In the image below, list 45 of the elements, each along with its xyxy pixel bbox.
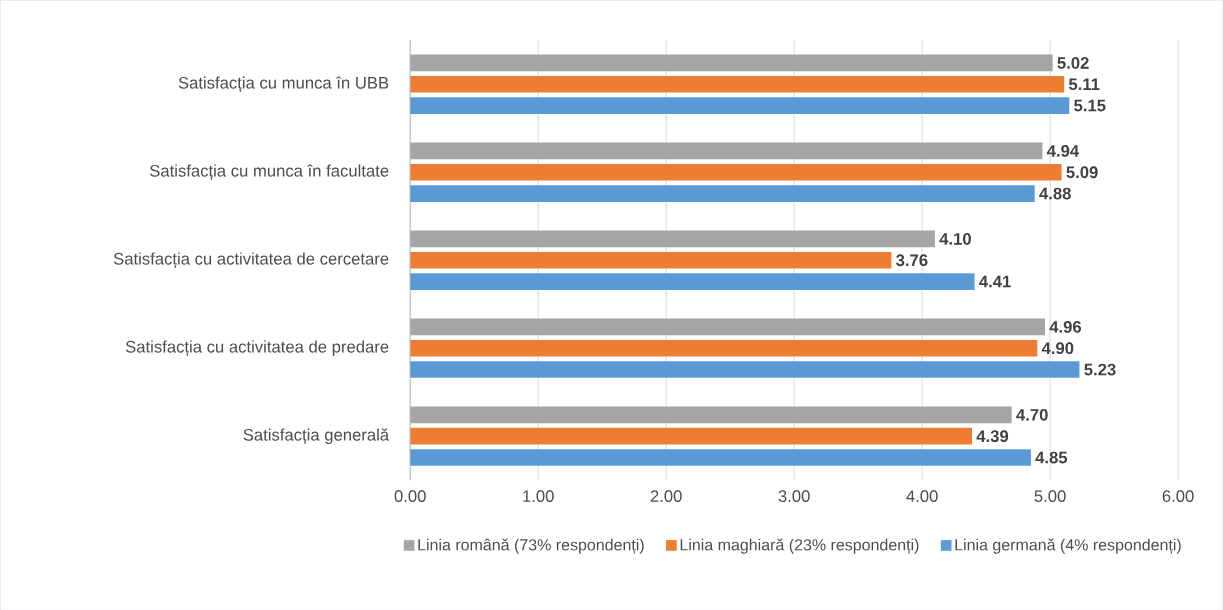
bar [410, 230, 935, 248]
data-label: 4.39 [976, 430, 1009, 442]
x-tick-label: 6.00 [1162, 490, 1194, 502]
data-label: 4.10 [939, 232, 971, 245]
x-tick-label: 4.00 [906, 490, 938, 502]
bar [410, 448, 1031, 466]
bar [410, 185, 1035, 202]
data-label: 4.96 [1049, 320, 1082, 333]
data-label: 4.94 [1046, 144, 1080, 157]
x-tick-label: 5.00 [1034, 490, 1066, 502]
data-label: 4.90 [1041, 342, 1074, 354]
bar [410, 406, 1012, 423]
bar [410, 339, 1038, 357]
y-tick-label: Satisfacția cu munca în facultate [149, 164, 389, 180]
bar [410, 273, 975, 290]
data-label: 4.70 [1016, 408, 1048, 421]
data-label: 5.09 [1066, 166, 1098, 178]
bar [410, 142, 1043, 160]
data-label: 5.23 [1084, 363, 1116, 376]
x-tick-label: 3.00 [778, 490, 810, 502]
bar [410, 97, 1070, 114]
bar [410, 427, 973, 445]
bar [410, 251, 892, 269]
legend-label: Linia română (73% respondenți) [418, 538, 644, 554]
data-label: 4.41 [979, 275, 1011, 288]
legend-label: Linia germană (4% respondenți) [955, 538, 1181, 554]
x-tick-label: 2.00 [650, 490, 682, 502]
data-label: 4.88 [1039, 187, 1071, 200]
y-tick-label: Satisfacția cu activitatea de cercetare [113, 252, 389, 268]
bar [410, 318, 1045, 336]
y-tick-label: Satisfacția cu munca în UBB [178, 76, 389, 92]
legend-label: Linia maghiară (23% respondenți) [680, 538, 919, 554]
data-label: 5.11 [1068, 78, 1100, 90]
bar [410, 163, 1062, 181]
bar [410, 54, 1053, 72]
data-label: 5.15 [1074, 99, 1106, 112]
y-tick-label: Satisfacția cu activitatea de predare [125, 340, 389, 356]
x-tick-label: 0.00 [394, 490, 426, 502]
data-label: 5.02 [1057, 56, 1089, 69]
data-label: 4.85 [1035, 451, 1068, 464]
data-label: 3.76 [896, 254, 928, 266]
x-tick-label: 1.00 [523, 490, 554, 502]
bar [410, 361, 1080, 378]
y-tick-label: Satisfacția generală [243, 428, 390, 444]
bar [410, 75, 1065, 93]
